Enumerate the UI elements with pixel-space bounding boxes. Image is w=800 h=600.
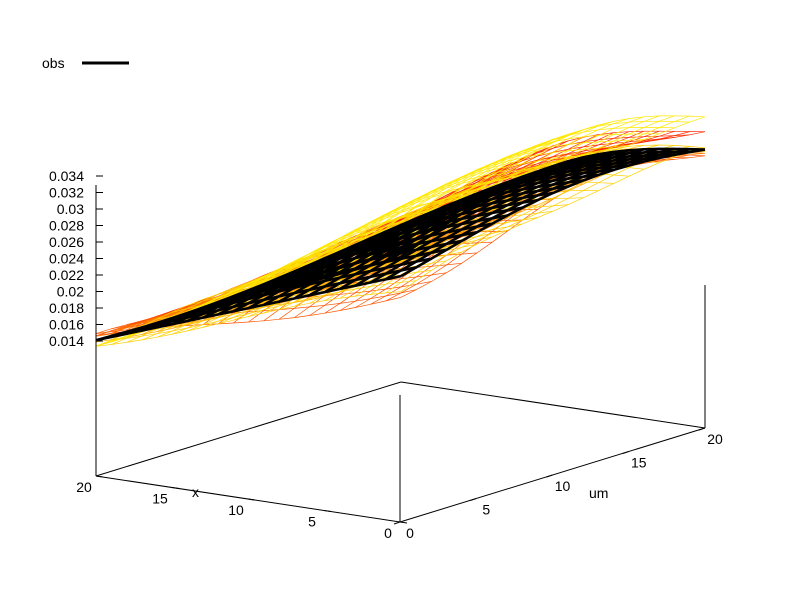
y-tick-label: 0 [406,525,414,541]
obs-mesh-line [293,153,599,300]
y-axis-label: um [589,485,608,501]
y-tick-mark [470,498,477,501]
ensemble-surface-4-line [400,147,706,292]
obs-mesh-line [278,156,584,303]
y-tick-label: 15 [631,455,647,471]
obs-mesh-line [369,147,675,284]
obs-mesh-line [385,147,691,281]
obs-mesh-line [126,257,432,334]
y-tick-mark [546,474,553,478]
ensemble-surface-4-line [95,291,402,347]
x-tick-mark [247,498,256,501]
obs-mesh-line [308,150,614,297]
z-tick-label: 0.03 [57,201,84,217]
y-tick-mark [622,451,629,454]
y-tick-label: 20 [707,431,723,447]
obs-surface [95,147,706,342]
obs-mesh-line [324,149,630,294]
axes-box [95,175,706,525]
x-tick-label: 10 [228,502,244,518]
y-tick-mark [698,427,706,431]
y-tick-label: 5 [482,502,490,518]
obs-mesh-line [141,248,447,330]
x-tick-mark [399,521,408,524]
z-tick-label: 0.032 [49,185,84,201]
z-tick-label: 0.02 [57,284,84,300]
x-tick-label: 5 [308,514,316,530]
z-tick-label: 0.016 [49,317,84,333]
z-tick-label: 0.026 [49,234,84,250]
back-axis-line-y [400,381,706,429]
z-tick-label: 0.034 [49,168,84,184]
obs-mesh-line [354,147,660,287]
y-tick-mark [393,521,401,525]
z-tick-label: 0.028 [49,218,84,234]
y-tick-label: 10 [555,478,571,494]
tick-labels: 0 5 10 15 20 0 5 10 15 20 0.0140.0160.0180.020.022… [49,168,723,541]
x-axis-label: x [192,484,199,500]
z-tick-label: 0.024 [49,251,84,267]
legend: obs [42,55,129,71]
obs-mesh-line [339,148,645,291]
obs-mesh-line [400,148,706,278]
x-tick-label: 20 [76,479,92,495]
obs-mesh [95,147,706,342]
x-tick-mark [171,487,180,489]
x-tick-mark [323,510,332,512]
legend-entry-obs-label: obs [42,55,65,71]
z-tick-label: 0.022 [49,267,84,283]
x-tick-label: 15 [152,491,168,507]
x-tick-label: 0 [384,525,392,541]
obs-mesh-line [110,266,417,338]
ensemble-surface-4-line [111,280,417,341]
x-tick-mark [95,475,104,478]
z-tick-label: 0.018 [49,300,84,316]
z-tick-label: 0.014 [49,333,84,349]
back-axis-line-x [95,381,402,477]
obs-mesh-line [95,274,402,342]
